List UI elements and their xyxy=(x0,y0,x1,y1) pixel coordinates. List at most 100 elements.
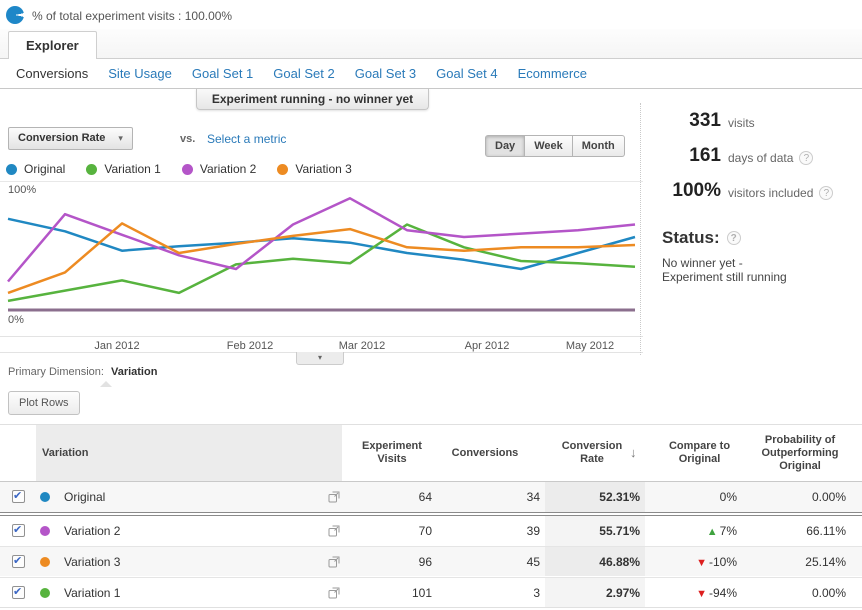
sort-descending-icon[interactable]: ↓ xyxy=(630,445,637,460)
granularity-day-button[interactable]: Day xyxy=(485,135,526,157)
y-axis-tick-100: 100% xyxy=(8,184,37,196)
nav-goal-set-2[interactable]: Goal Set 2 xyxy=(273,66,335,81)
granularity-week-button[interactable]: Week xyxy=(525,135,573,157)
plot-rows-button[interactable]: Plot Rows xyxy=(8,391,80,415)
column-header-conversion-rate[interactable]: Conversion Rate xyxy=(561,440,623,465)
row-label: Variation 1 xyxy=(64,586,121,600)
open-in-new-window-icon[interactable] xyxy=(328,587,340,599)
nav-goal-set-4[interactable]: Goal Set 4 xyxy=(436,66,498,81)
status-title-text: Status: xyxy=(662,228,720,247)
dimension-caret-icon xyxy=(100,381,112,387)
sorted-column-shade xyxy=(545,516,645,546)
column-header-probability[interactable]: Probability of Outperforming Original xyxy=(761,433,839,472)
metric-selector-label: Conversion Rate xyxy=(18,132,106,144)
series-dot-icon xyxy=(40,492,50,502)
status-line-2: Experiment still running xyxy=(662,270,787,284)
series-dot-icon xyxy=(40,588,50,598)
chart-line-variation-1 xyxy=(7,223,636,303)
x-axis-label-jan: Jan 2012 xyxy=(94,340,140,352)
variation-3-series-dot-icon xyxy=(277,163,289,175)
series-dot-icon xyxy=(40,557,50,567)
stat-label-text: visitors included xyxy=(728,186,814,200)
column-header-compare-to-original[interactable]: Compare to Original xyxy=(668,440,731,465)
compare-text: 7% xyxy=(719,524,737,538)
column-header-variation: Variation xyxy=(42,446,89,459)
row-checkbox[interactable] xyxy=(12,523,25,537)
stat-label-text: visits xyxy=(728,116,755,130)
table-bottom-border xyxy=(0,607,862,608)
compare-text: -94% xyxy=(708,586,737,600)
legend-label: Variation 2 xyxy=(199,162,257,176)
primary-dimension: Primary Dimension: Variation xyxy=(8,366,157,378)
legend-label: Original xyxy=(24,162,66,176)
experiment-visits-value: 64 xyxy=(418,490,432,504)
compare-to-original-value: ▲ 7% xyxy=(650,524,737,538)
x-axis-label-mar: Mar 2012 xyxy=(338,340,386,352)
open-in-new-window-icon[interactable] xyxy=(328,525,340,537)
sorted-column-shade xyxy=(545,482,645,512)
x-axis-label-apr: Apr 2012 xyxy=(464,340,510,352)
visitors-included-value: 100% xyxy=(672,180,721,201)
metric-selector-button[interactable]: Conversion Rate ▾ xyxy=(8,127,133,150)
row-checkbox[interactable] xyxy=(12,585,25,599)
report-tab-bar xyxy=(0,29,862,59)
compare-arrow-icon: ▼ xyxy=(696,557,707,569)
nav-conversions[interactable]: Conversions xyxy=(16,66,89,81)
chart-top-border xyxy=(0,181,643,182)
granularity-month-button[interactable]: Month xyxy=(572,135,625,157)
conversions-value: 3 xyxy=(533,586,540,600)
primary-dimension-variation[interactable]: Variation xyxy=(110,366,158,378)
chart-line-original xyxy=(7,217,636,271)
nav-site-usage[interactable]: Site Usage xyxy=(108,66,172,81)
column-header-experiment-visits[interactable]: Experiment Visits xyxy=(362,440,422,465)
experiment-visits-value: 96 xyxy=(418,555,432,569)
visits-value: 331 xyxy=(689,110,721,131)
sorted-column-shade xyxy=(545,578,645,607)
original-separator xyxy=(0,512,862,516)
probability-value: 66.11% xyxy=(806,524,846,538)
table-row-variation-3: Variation 3 96 45 46.88% ▼-10% 25.14% xyxy=(0,546,862,576)
column-header-conversions[interactable]: Conversions xyxy=(451,446,519,459)
visits-label: visits xyxy=(728,116,755,130)
variation-header-background xyxy=(36,425,342,481)
help-icon[interactable]: ? xyxy=(726,231,741,245)
open-in-new-window-icon[interactable] xyxy=(328,491,340,503)
select-a-metric-link[interactable]: Select a metric xyxy=(207,132,287,146)
legend-label: Variation 3 xyxy=(295,162,352,176)
chevron-down-icon: ▾ xyxy=(118,133,123,143)
metric-group-nav: Conversions Site Usage Goal Set 1 Goal S… xyxy=(0,59,862,89)
experiment-status-banner: Experiment running - no winner yet xyxy=(196,89,429,110)
help-icon[interactable]: ? xyxy=(799,151,814,165)
vs-label: vs. xyxy=(180,133,196,145)
help-icon[interactable]: ? xyxy=(819,186,834,200)
stat-label-text: days of data xyxy=(728,151,794,165)
row-checkbox[interactable] xyxy=(12,489,25,503)
compare-arrow-icon: ▼ xyxy=(696,588,707,600)
legend-item-original: Original xyxy=(6,162,65,176)
compare-to-original-value: ▼ -94% xyxy=(650,586,737,600)
conversion-rate-line-chart xyxy=(7,197,636,312)
status-title: Status: ? xyxy=(662,228,741,248)
chart-collapse-tab[interactable]: ▾ xyxy=(296,352,344,365)
row-label: Original xyxy=(64,490,106,504)
table-row-variation-1: Variation 1 101 3 2.97% ▼-94% 0.00% xyxy=(0,577,862,607)
probability-value: 0.00% xyxy=(811,490,846,504)
visitors-included-label: visitors included ? xyxy=(728,186,834,200)
table-row-original: Original 64 34 52.31% 0% 0.00% xyxy=(0,482,862,512)
granularity-toggle: Day Week Month xyxy=(485,135,625,157)
open-in-new-window-icon[interactable] xyxy=(328,556,340,568)
days-of-data-value: 161 xyxy=(689,145,721,166)
nav-ecommerce[interactable]: Ecommerce xyxy=(517,66,587,81)
original-series-dot-icon xyxy=(6,163,17,175)
days-of-data-label: days of data ? xyxy=(728,151,814,165)
conversions-value: 45 xyxy=(526,555,540,569)
row-label: Variation 2 xyxy=(64,524,121,538)
nav-goal-set-1[interactable]: Goal Set 1 xyxy=(191,66,254,81)
legend-item-variation-1: Variation 1 xyxy=(86,162,161,176)
tab-explorer[interactable]: Explorer xyxy=(8,31,97,59)
nav-goal-set-3[interactable]: Goal Set 3 xyxy=(354,66,417,81)
probability-value: 0.00% xyxy=(811,586,846,600)
row-checkbox[interactable] xyxy=(12,554,25,568)
chart-legend: Original Variation 1 Variation 2 Variati… xyxy=(6,162,352,176)
